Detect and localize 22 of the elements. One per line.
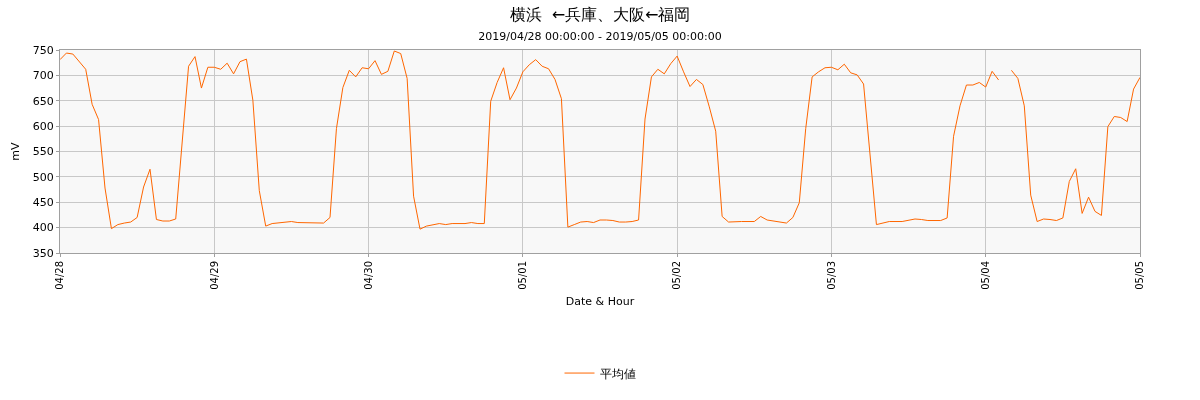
x-tick-label: 05/01 <box>517 261 529 290</box>
y-tick-label: 650 <box>32 94 54 108</box>
chart-subtitle: 2019/04/28 00:00:00 - 2019/05/05 00:00:00 <box>478 29 722 43</box>
x-tick-label: 04/29 <box>208 261 220 290</box>
x-tick-label: 05/05 <box>1134 261 1146 290</box>
x-tick-label: 05/03 <box>825 261 837 290</box>
x-tick-label: 05/02 <box>671 261 683 290</box>
x-tick-label: 04/28 <box>54 261 66 290</box>
y-axis-title: mV <box>9 141 23 161</box>
y-tick-label: 750 <box>32 43 54 57</box>
x-tick-label: 04/30 <box>362 261 374 290</box>
chart-title: 横浜 ←兵庫、大阪←福岡 <box>509 5 691 24</box>
y-tick-label: 500 <box>32 170 54 184</box>
legend-label: 平均値 <box>599 366 636 381</box>
y-tick-label: 400 <box>32 221 54 235</box>
x-axis-title: Date & Hour <box>565 295 635 309</box>
y-tick-label: 350 <box>32 246 54 260</box>
y-tick-label: 700 <box>32 69 54 83</box>
x-tick-label: 05/04 <box>979 261 991 290</box>
y-tick-label: 550 <box>32 145 54 159</box>
y-tick-label: 450 <box>32 196 54 210</box>
y-tick-label: 600 <box>32 119 54 133</box>
